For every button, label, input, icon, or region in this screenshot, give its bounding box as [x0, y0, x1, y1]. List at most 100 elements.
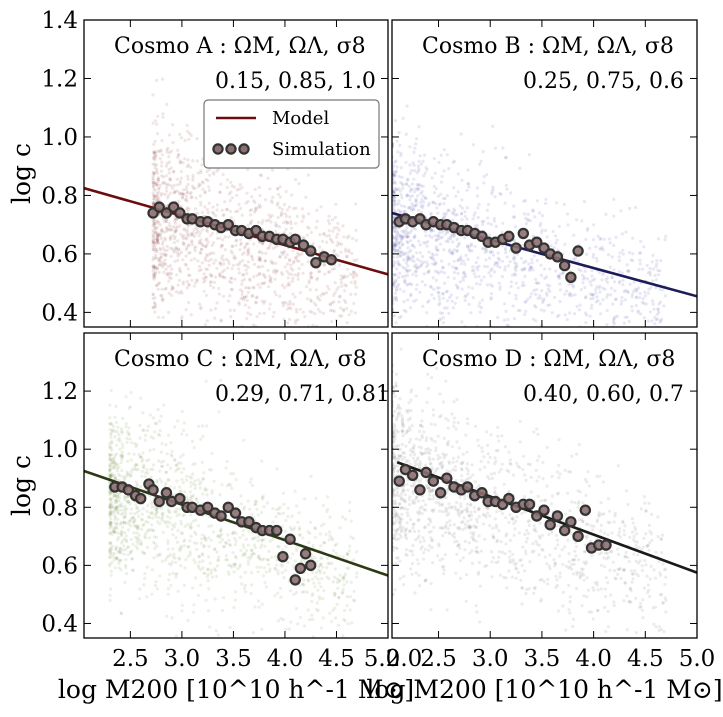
cloud-point [393, 453, 397, 457]
cloud-point [132, 452, 136, 456]
cloud-point [480, 247, 484, 251]
cloud-point [206, 572, 211, 576]
cloud-point [392, 195, 396, 199]
cloud-point [496, 256, 500, 260]
cloud-point [617, 255, 621, 259]
cloud-point [208, 173, 212, 177]
cloud-point [400, 418, 404, 422]
cloud-point [423, 525, 427, 529]
cloud-point [475, 550, 479, 554]
cloud-point [174, 246, 178, 250]
cloud-point [430, 538, 434, 542]
cloud-point [413, 234, 417, 238]
cloud-point [270, 555, 274, 559]
cloud-point [282, 249, 286, 253]
cloud-point [401, 265, 405, 269]
cloud-point [154, 256, 158, 260]
cloud-point [164, 262, 168, 266]
cloud-point [151, 231, 155, 235]
cloud-point [525, 528, 529, 533]
cloud-point [405, 235, 410, 239]
cloud-point [131, 542, 135, 546]
cloud-point [201, 477, 205, 481]
cloud-point [173, 219, 177, 223]
cloud-point [240, 282, 244, 286]
cloud-point [558, 299, 562, 304]
cloud-point [219, 529, 223, 533]
cloud-point [311, 635, 315, 638]
cloud-point [234, 590, 238, 594]
cloud-point [415, 171, 419, 175]
cloud-point [343, 619, 347, 623]
cloud-point [345, 321, 349, 325]
cloud-point [251, 323, 256, 327]
cloud-point [349, 535, 353, 539]
cloud-point [239, 575, 243, 579]
cloud-point [167, 155, 171, 159]
cloud-point [159, 294, 163, 298]
cloud-point [655, 262, 659, 266]
cloud-point [455, 245, 459, 249]
cloud-point [290, 279, 294, 283]
cloud-point [165, 248, 169, 252]
cloud-point [219, 263, 223, 267]
cloud-point [164, 481, 168, 485]
cloud-point [345, 254, 349, 258]
cloud-point [125, 521, 129, 525]
cloud-point [280, 212, 284, 216]
cloud-point [449, 251, 453, 255]
cloud-point [315, 607, 319, 612]
cloud-point [137, 509, 141, 513]
cloud-point [258, 193, 262, 198]
cloud-point [144, 433, 148, 437]
cloud-point [201, 434, 205, 438]
cloud-point [153, 180, 157, 185]
cloud-point [455, 267, 459, 271]
cloud-point [437, 203, 441, 207]
cloud-point [559, 272, 563, 276]
cloud-point [273, 290, 277, 294]
cloud-point [521, 268, 525, 272]
y-tick-label: 0.8 [41, 495, 78, 521]
cloud-point [441, 463, 445, 467]
cloud-point [193, 479, 197, 483]
cloud-point [436, 453, 440, 457]
cloud-point [232, 308, 236, 312]
cloud-point [177, 248, 181, 252]
cloud-point [174, 226, 178, 230]
cloud-point [656, 269, 660, 273]
cloud-point [482, 275, 486, 279]
plot-area [84, 354, 388, 638]
cloud-point [455, 552, 459, 556]
cloud-point [394, 188, 399, 192]
cloud-point [485, 265, 490, 269]
cloud-point [209, 280, 213, 284]
cloud-point [191, 176, 195, 180]
cloud-point [153, 232, 157, 236]
cloud-point [155, 183, 159, 187]
cloud-point [151, 264, 155, 268]
cloud-point [314, 303, 318, 307]
cloud-point [494, 261, 498, 265]
cloud-point [325, 234, 329, 238]
cloud-point [141, 428, 145, 432]
cloud-point [453, 328, 456, 331]
cloud-point [209, 251, 213, 255]
cloud-point [324, 532, 328, 537]
cloud-point [110, 460, 114, 464]
cloud-point [342, 235, 346, 239]
cloud-point [501, 511, 505, 516]
cloud-point [432, 184, 436, 188]
cloud-point [282, 221, 286, 225]
cloud-point [437, 303, 441, 307]
cloud-point [190, 278, 194, 282]
cloud-point [453, 505, 457, 509]
cloud-point [651, 279, 655, 283]
cloud-point [327, 538, 331, 542]
cloud-point [153, 266, 157, 270]
cloud-point [284, 219, 288, 223]
cloud-point [620, 299, 624, 303]
cloud-point [269, 280, 273, 284]
cloud-point [127, 522, 131, 526]
cloud-point [117, 472, 121, 477]
